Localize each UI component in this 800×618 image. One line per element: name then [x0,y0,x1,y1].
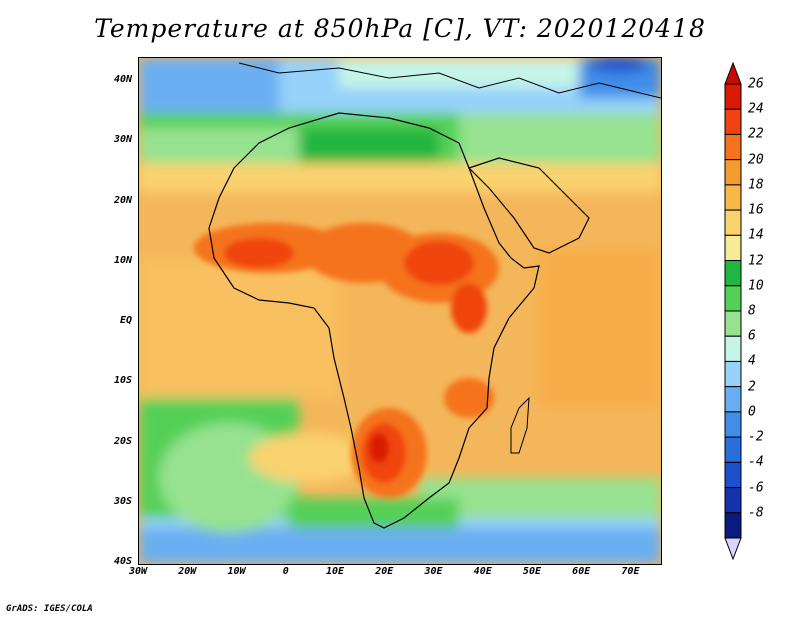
lat-label-30s: 30S [113,495,132,507]
lon-label-30w: 30W [128,566,148,577]
grads-credit: GrADS: IGES/COLA [6,604,93,614]
colorbar-label: 4 [748,353,756,369]
colorbar-swatch [724,461,742,489]
lon-label-10e: 10E [325,566,344,577]
lat-label-10s: 10S [113,375,132,387]
colorbar-swatch [724,436,742,463]
colorbar-swatch [724,133,742,161]
arabia-green [459,113,661,163]
mediterranean-cool [339,58,579,88]
colorbar-swatch [724,234,742,262]
colorbar-label: 14 [748,227,764,243]
colorbar-swatch [724,360,742,388]
colorbar-label: 24 [748,101,764,117]
mozambique-hot [444,378,494,418]
europe-coastline [238,62,661,99]
colorbar-label: -2 [748,429,764,445]
lon-label-60e: 60E [572,566,591,577]
colorbar-swatch [724,512,742,539]
south-atlantic-yellow [249,433,369,483]
ethiopia-very-hot [451,283,487,333]
temperature-map [138,57,662,565]
sahara-green [299,128,439,168]
caucasus-cold [589,58,649,72]
lat-label-20s: 20S [113,435,132,447]
arabia-coastline [467,157,590,254]
colorbar-label: 26 [748,76,764,92]
colorbar-bottom-arrow [724,537,742,560]
lon-label-40e: 40E [473,566,492,577]
colorbar-label: 16 [748,202,764,218]
lat-label-20n: 20N [113,194,132,206]
colorbar-swatch [724,335,742,362]
colorbar-graphic [724,62,742,560]
colorbar-label: 0 [748,404,756,420]
colorbar-label: -6 [748,480,764,496]
lon-label-70e: 70E [621,566,640,577]
colorbar-label: 10 [748,278,764,294]
colorbar-swatch [724,386,742,413]
colorbar-label: 12 [748,253,764,269]
colorbar-swatch [724,285,742,312]
colorbar-label: 2 [748,379,756,395]
africa-coastline [208,112,540,529]
south-indian-green [419,478,661,518]
south-colder-band [139,528,661,564]
colorbar-swatch [724,310,742,337]
kalahari-hottest [369,433,389,463]
colorbar-label: 6 [748,328,756,344]
lon-label-20e: 20E [375,566,394,577]
colorbar-label: 20 [748,152,764,168]
gulf-guinea [139,258,339,398]
lat-label-10n: 10N [113,254,132,266]
lat-label-eq: EQ [119,315,132,327]
lon-label-10w: 10W [227,566,246,577]
colorbar-swatch [724,83,742,110]
indian-ocean-warm [539,248,661,408]
map-title: Temperature at 850hPa [C], VT: 202012041… [94,14,706,43]
north-yellow-band [139,163,661,193]
mali-very-hot [224,238,294,268]
lon-label-50e: 50E [522,566,541,577]
colorbar-label: 18 [748,177,764,193]
colorbar-swatch [724,209,742,236]
map-canvas [139,58,661,564]
colorbar-swatch [724,260,742,287]
colorbar-label: -8 [748,505,764,521]
colorbar-swatch [724,184,742,211]
lat-label-30n: 30N [113,134,132,146]
colorbar-swatch [724,159,742,186]
colorbar-swatch [724,487,742,514]
madagascar-coastline [510,396,530,454]
colorbar-swatch [724,411,742,438]
sudan-very-hot [404,241,474,285]
lon-label-0: 0 [282,566,289,577]
lat-label-40n: 40N [113,74,132,86]
colorbar-swatch [724,108,742,135]
colorbar-label: 8 [748,303,756,319]
lon-label-30e: 30E [424,566,443,577]
lon-label-20w: 20W [178,566,197,577]
colorbar-label: 22 [748,126,764,142]
colorbar-label: -4 [748,454,764,470]
colorbar-top-arrow [724,62,742,85]
lat-label-40s: 40S [113,556,132,567]
